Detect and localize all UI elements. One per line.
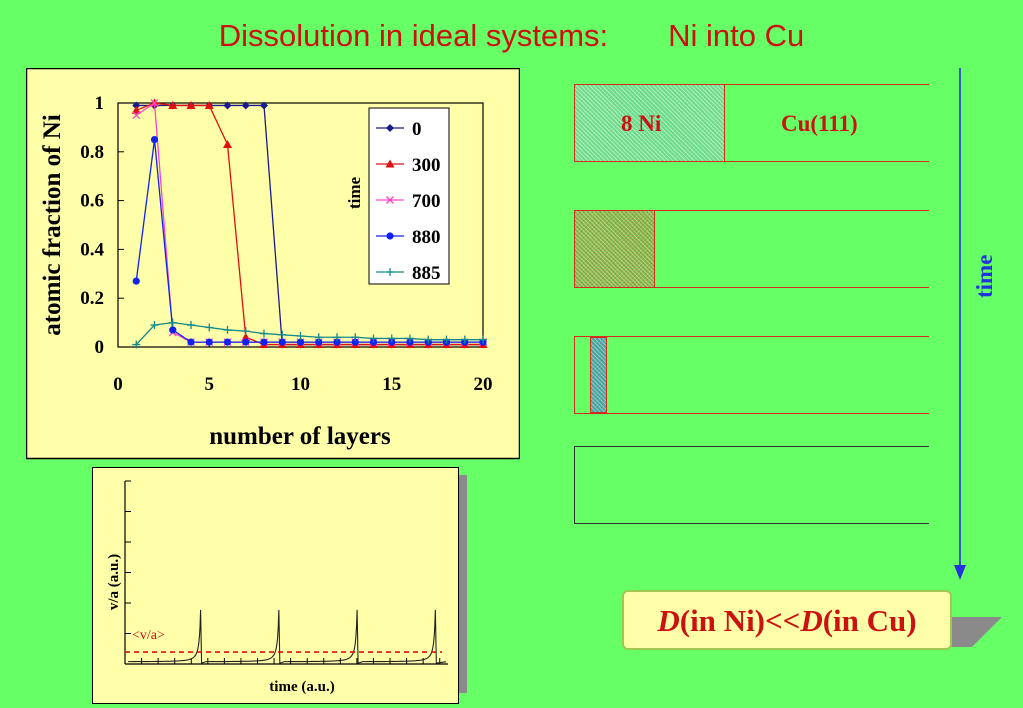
y-axis-label: atomic fraction of Ni xyxy=(39,114,66,336)
velocity-chart: <v/a> time (a.u.) v/a (a.u.) xyxy=(92,467,459,704)
data-point xyxy=(168,100,178,109)
slide-title: Dissolution in ideal systems: Ni into Cu xyxy=(0,18,1023,54)
velocity-curve xyxy=(127,609,447,664)
time-arrow xyxy=(954,68,966,580)
y-tick-label: 0.4 xyxy=(80,239,104,260)
legend-marker xyxy=(386,124,394,132)
data-point xyxy=(442,335,451,344)
data-point xyxy=(369,334,378,343)
inset-panel xyxy=(92,467,459,704)
data-point xyxy=(132,277,140,285)
data-point xyxy=(479,335,487,344)
data-point xyxy=(278,330,287,339)
data-point xyxy=(406,334,414,343)
data-point xyxy=(241,101,250,110)
title-right: Ni into Cu xyxy=(668,18,805,53)
y-tick-label: 1 xyxy=(95,93,105,114)
cu-label: Cu(111) xyxy=(781,111,858,136)
data-point xyxy=(223,139,232,148)
data-point xyxy=(223,101,232,110)
legend-label: 880 xyxy=(412,227,441,248)
legend-marker xyxy=(386,196,394,204)
legend-label: 300 xyxy=(412,155,441,176)
layer-bar-4 xyxy=(574,446,929,524)
data-point xyxy=(132,101,141,110)
much-less-symbol: << xyxy=(765,603,801,638)
data-point xyxy=(223,338,232,346)
data-point xyxy=(169,326,177,334)
x-tick-label: 15 xyxy=(382,374,401,395)
data-point xyxy=(260,329,268,338)
legend-label: 0 xyxy=(412,119,422,140)
ni-block-2 xyxy=(575,211,655,287)
data-point xyxy=(351,338,359,346)
x-axis-label: number of layers xyxy=(209,423,391,450)
mean-velocity-label: <v/a> xyxy=(132,628,165,643)
data-point xyxy=(351,333,360,342)
data-point xyxy=(333,333,341,342)
d-symbol-1: D xyxy=(657,603,680,638)
data-point xyxy=(460,335,469,344)
data-point xyxy=(333,338,341,346)
data-point xyxy=(187,321,195,330)
layer-bar-3 xyxy=(574,336,929,414)
data-point xyxy=(260,338,268,346)
y-tick-label: 0 xyxy=(95,337,105,358)
data-point xyxy=(241,327,250,336)
x-tick-label: 5 xyxy=(205,374,215,395)
legend-box xyxy=(368,107,450,285)
title-left: Dissolution in ideal systems: xyxy=(218,18,609,53)
data-point xyxy=(205,338,213,346)
x-tick-label: 20 xyxy=(474,374,493,395)
y-tick-label: 0.8 xyxy=(80,142,104,163)
data-point xyxy=(205,323,214,332)
data-point xyxy=(424,335,433,344)
x-tick-label: 10 xyxy=(291,374,310,395)
in-ni-text: (in Ni) xyxy=(679,603,765,638)
ni-block-1 xyxy=(575,85,725,161)
inset-y-label: v/a (a.u.) xyxy=(106,554,122,610)
data-point xyxy=(387,334,396,343)
data-point xyxy=(150,99,159,107)
y-tick-label: 0.2 xyxy=(80,288,104,309)
legend-marker xyxy=(386,232,394,240)
data-point xyxy=(242,338,250,346)
data-point xyxy=(314,333,323,342)
data-point xyxy=(315,338,323,346)
data-point xyxy=(187,338,195,346)
data-point xyxy=(186,100,196,109)
data-point xyxy=(296,338,305,346)
data-point xyxy=(131,105,141,114)
layer-bar-2 xyxy=(574,210,929,288)
data-point xyxy=(168,318,177,327)
legend-label: 700 xyxy=(412,191,441,212)
data-point xyxy=(204,100,214,109)
layer-bar-1: 8 Ni Cu(111) xyxy=(574,84,929,162)
legend-marker xyxy=(386,268,394,276)
legend-marker xyxy=(385,159,395,168)
in-cu-text: (in Cu) xyxy=(822,603,917,638)
inset-x-label: time (a.u.) xyxy=(269,679,334,695)
series-885 xyxy=(132,318,487,349)
data-point xyxy=(278,338,286,346)
data-point xyxy=(223,325,232,334)
diffusion-note: D(in Ni)<<D(in Cu) xyxy=(622,590,952,650)
data-point xyxy=(296,332,305,341)
legend-title: time xyxy=(345,177,364,210)
data-point xyxy=(150,136,159,144)
data-point xyxy=(150,321,159,330)
x-tick-label: 0 xyxy=(113,374,123,395)
data-point xyxy=(260,101,268,110)
data-point xyxy=(241,332,251,341)
ni-block-3 xyxy=(590,337,607,413)
y-tick-label: 0.6 xyxy=(80,191,104,212)
legend-label: 885 xyxy=(412,263,441,284)
data-point xyxy=(132,111,141,120)
time-label: time xyxy=(972,254,997,298)
d-symbol-2: D xyxy=(800,603,823,638)
data-point xyxy=(132,340,141,349)
ni-label: 8 Ni xyxy=(621,111,662,136)
legend: 0 300 700 880 885 xyxy=(368,107,450,285)
